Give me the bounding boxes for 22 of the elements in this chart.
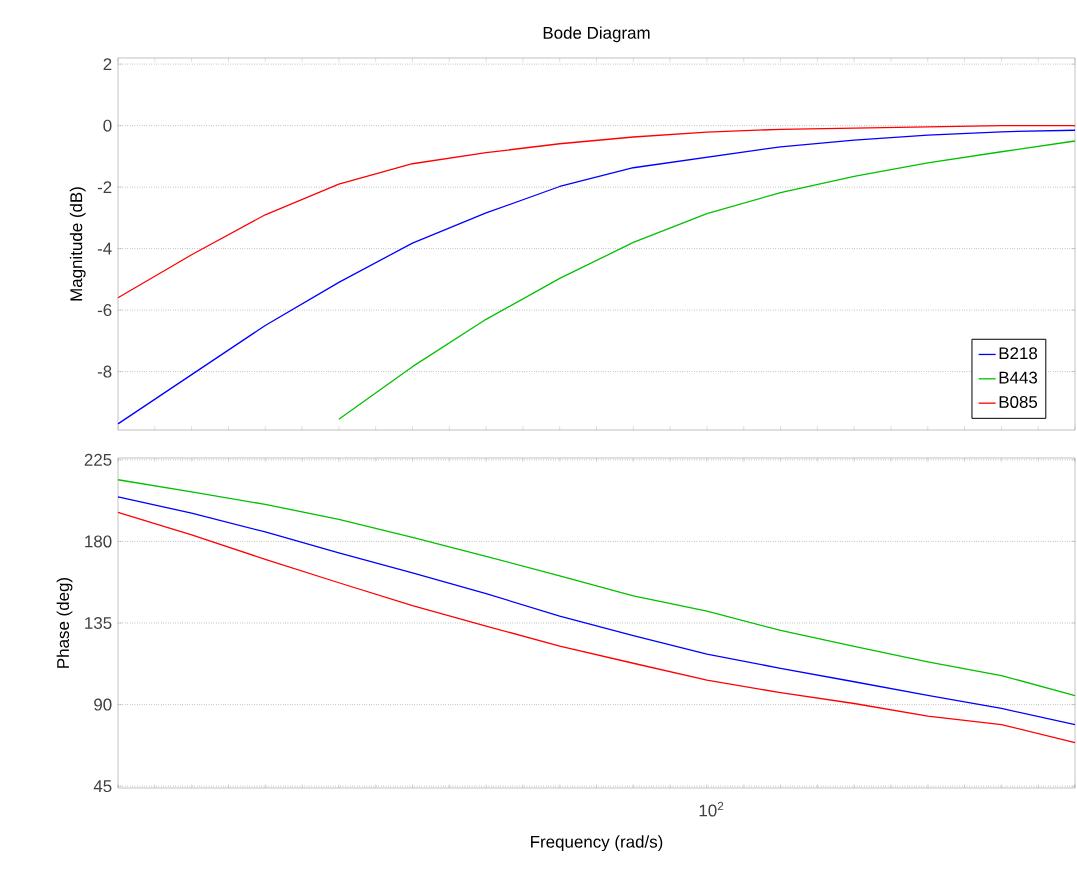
line-series — [117, 479, 1076, 697]
line-series — [117, 124, 1076, 299]
y-tick-label: 90 — [94, 698, 112, 711]
line-series — [338, 140, 1076, 420]
y-axis-title: Phase (deg) — [56, 577, 73, 668]
legend-label: B085 — [999, 395, 1038, 408]
y-tick-label: 0 — [103, 119, 112, 132]
y-tick-label: -2 — [97, 181, 112, 194]
y-tick-label: 180 — [85, 535, 112, 548]
y-tick-label: 2 — [103, 58, 112, 71]
y-tick-label: -8 — [97, 365, 112, 378]
y-tick-label: 45 — [93, 780, 112, 793]
legend-label: B218 — [999, 347, 1038, 360]
y-axis-title: Magnitude (dB) — [69, 187, 86, 301]
text: 10$^{2}$ — [699, 801, 724, 817]
legend-label: B443 — [999, 371, 1038, 384]
y-tick-label: -4 — [97, 242, 112, 255]
y-tick-label: 135 — [85, 617, 112, 629]
x-axis-title: Frequency (rad/s) — [531, 835, 663, 852]
chart-title: Bode Diagram — [543, 26, 650, 43]
y-tick-label: 225 — [84, 453, 112, 466]
y-tick-label: -6 — [97, 304, 112, 317]
